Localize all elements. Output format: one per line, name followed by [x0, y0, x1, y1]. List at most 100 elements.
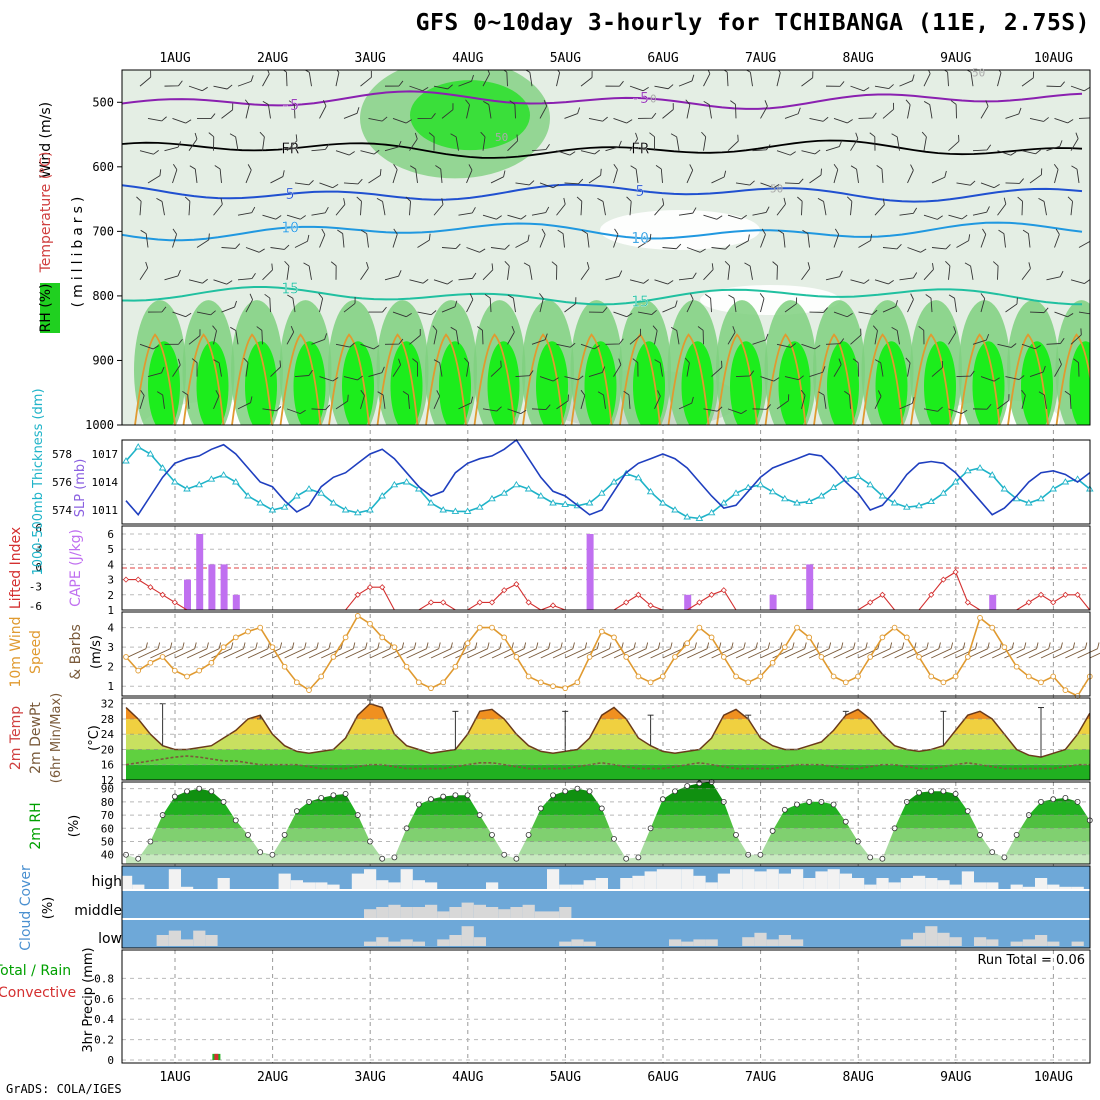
wind10-speed-line-point [794, 624, 800, 631]
wind10-speed-line-point [1050, 673, 1057, 680]
thickness-label: 1000-500mb Thickness (dm) [31, 388, 46, 575]
panel-frame-rh [121, 781, 1091, 865]
cloud-high-bar [669, 869, 682, 889]
thickness-line-point [878, 492, 887, 499]
thickness-line-point [1025, 499, 1033, 506]
wind-barb [368, 116, 388, 122]
wind-barb [684, 357, 690, 377]
cloud-middle-bar [388, 904, 401, 918]
wind-barb [484, 293, 492, 313]
wind-barb [539, 293, 544, 313]
cloud-low-bar [388, 941, 401, 946]
wind-barb [874, 198, 885, 216]
lifted-index-point [476, 599, 483, 606]
thickness-line-point [915, 501, 923, 509]
temp-band [126, 718, 1090, 735]
lifted-index-point [440, 599, 447, 606]
cloud-low-bar [364, 941, 377, 946]
wind-barb [335, 394, 349, 410]
cloud-high-bar [705, 882, 718, 889]
wind-barb [662, 300, 678, 313]
wind-barb [654, 84, 674, 90]
cloud-low-bar [193, 930, 206, 946]
thickness-tick-label: 576 [52, 476, 72, 489]
wind-barb [980, 100, 989, 119]
cloud-high-bar [412, 880, 425, 889]
wind10-speed-line-point [757, 673, 764, 680]
wind10-speed-line-point [452, 663, 459, 670]
warm-contour [716, 333, 758, 425]
wind-barb [237, 206, 256, 216]
wind-barb [156, 197, 165, 216]
wind-barb [784, 107, 801, 119]
cape-bar [684, 594, 692, 610]
wind-barb [701, 131, 707, 151]
wind-barb [214, 165, 222, 183]
precip-tick-label: 0.6 [94, 993, 114, 1006]
temp2m-label-c: (6hr Min/Max) [49, 693, 64, 783]
thickness-line-point [500, 489, 508, 496]
wind10-speed-line-point [659, 673, 666, 680]
wind-barb [1078, 309, 1090, 315]
wind-barb [905, 99, 911, 119]
date-label-bottom: 7AUG [745, 1070, 776, 1085]
wind-barb [850, 279, 870, 284]
precip-panel-labels: Total / Rain Convective 3hr Precip (mm) … [0, 947, 1085, 1052]
thickness-line-point [476, 503, 484, 510]
wind-barb [288, 100, 296, 119]
wind-barb [284, 260, 290, 280]
wind-barb [564, 375, 584, 381]
wind10-speed-line-point [208, 659, 215, 666]
cloud-middle-bar [559, 907, 572, 918]
isotherm-line [122, 286, 1083, 306]
cloud-high-bar [766, 869, 779, 889]
wind-barb [1070, 328, 1082, 345]
wind-barb [147, 116, 167, 122]
wind-barb [539, 228, 546, 248]
wind10-speed-line-point [440, 679, 447, 686]
upper-field [122, 70, 1090, 425]
wind-barb [287, 294, 296, 313]
wind10-speed-line-point [623, 654, 630, 660]
rh2m-point [281, 832, 288, 838]
thickness-line-point [158, 464, 167, 471]
thickness-line-point [964, 466, 972, 474]
wind10-barb [565, 642, 588, 659]
wind10-speed-line-point [562, 685, 569, 692]
wind-barb [384, 140, 402, 152]
thickness-line-point [549, 499, 557, 506]
cloud-middle-bar [473, 904, 486, 918]
wind-barb [482, 214, 502, 220]
wind-barb [270, 244, 290, 250]
rh-band [126, 828, 1090, 842]
wind-barb [564, 107, 581, 119]
lifted-index-point [159, 591, 166, 598]
date-label-bottom: 9AUG [940, 1070, 971, 1085]
wind-barb [872, 325, 878, 345]
cloud-high-bar [278, 873, 291, 889]
wind10-speed-line-point [977, 615, 983, 621]
wind-barb [905, 357, 911, 377]
wind-barb [580, 71, 593, 87]
warm-contour [813, 333, 855, 425]
rh2m-point [537, 805, 544, 812]
wind-barb [303, 262, 312, 280]
cloud-high-bar [400, 869, 413, 889]
cape-bar [184, 579, 191, 610]
wind-barb [809, 366, 826, 378]
wind-barb [392, 117, 412, 124]
cloud-middle-bar [522, 904, 535, 918]
wind-barb [564, 297, 577, 313]
warm-contour [522, 333, 564, 425]
wind10-speed-line-point [428, 685, 434, 692]
wind10-barb [979, 642, 1002, 659]
li-tick-label: 3 [35, 542, 42, 555]
wind-barb [825, 81, 845, 87]
li-tick-label: -6 [29, 600, 42, 613]
wind-barb [1022, 229, 1031, 248]
wind-barb [330, 261, 337, 280]
wind-barb [1029, 307, 1049, 314]
wind-barb [441, 103, 454, 119]
wind10-barb [540, 642, 563, 659]
thickness-line-point [817, 492, 826, 499]
